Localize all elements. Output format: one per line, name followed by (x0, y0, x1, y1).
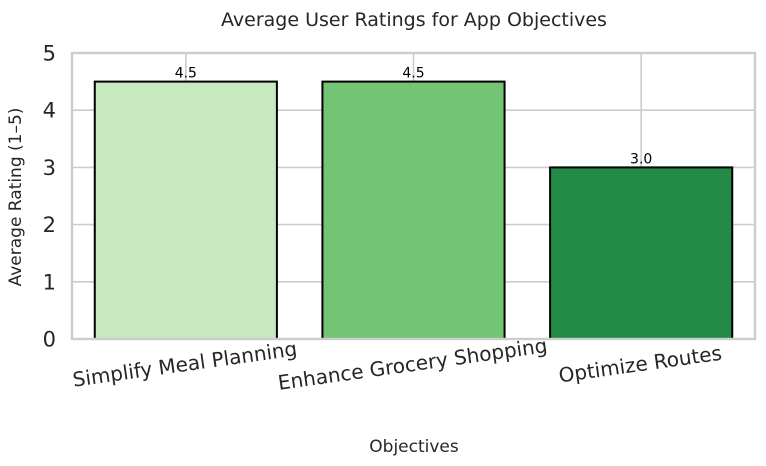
y-tick-label: 3 (43, 156, 56, 180)
bar-value-label: 4.5 (402, 66, 424, 82)
y-tick-label: 5 (43, 42, 56, 66)
plot-frame (70, 51, 757, 341)
bar (549, 166, 734, 340)
y-axis-title: Average Rating (1–5) (6, 108, 26, 287)
bar-value-label: 3.0 (630, 151, 652, 167)
bar-layer (93, 80, 734, 340)
y-tick-label: 2 (43, 213, 56, 237)
y-tick-label: 1 (43, 270, 56, 294)
x-tick-label: Optimize Routes (557, 341, 723, 388)
bar (321, 80, 506, 340)
y-tick-label: 0 (43, 328, 56, 352)
x-tick-label: Simplify Meal Planning (71, 336, 298, 391)
x-tick-label: Enhance Grocery Shopping (276, 333, 548, 395)
bar (93, 80, 278, 340)
x-axis-title: Objectives (369, 437, 459, 457)
frame-layer (70, 51, 757, 341)
bar-value-label: 4.5 (175, 66, 197, 82)
chart-title: Average User Ratings for App Objectives (221, 9, 607, 31)
y-tick-label: 4 (43, 99, 56, 123)
